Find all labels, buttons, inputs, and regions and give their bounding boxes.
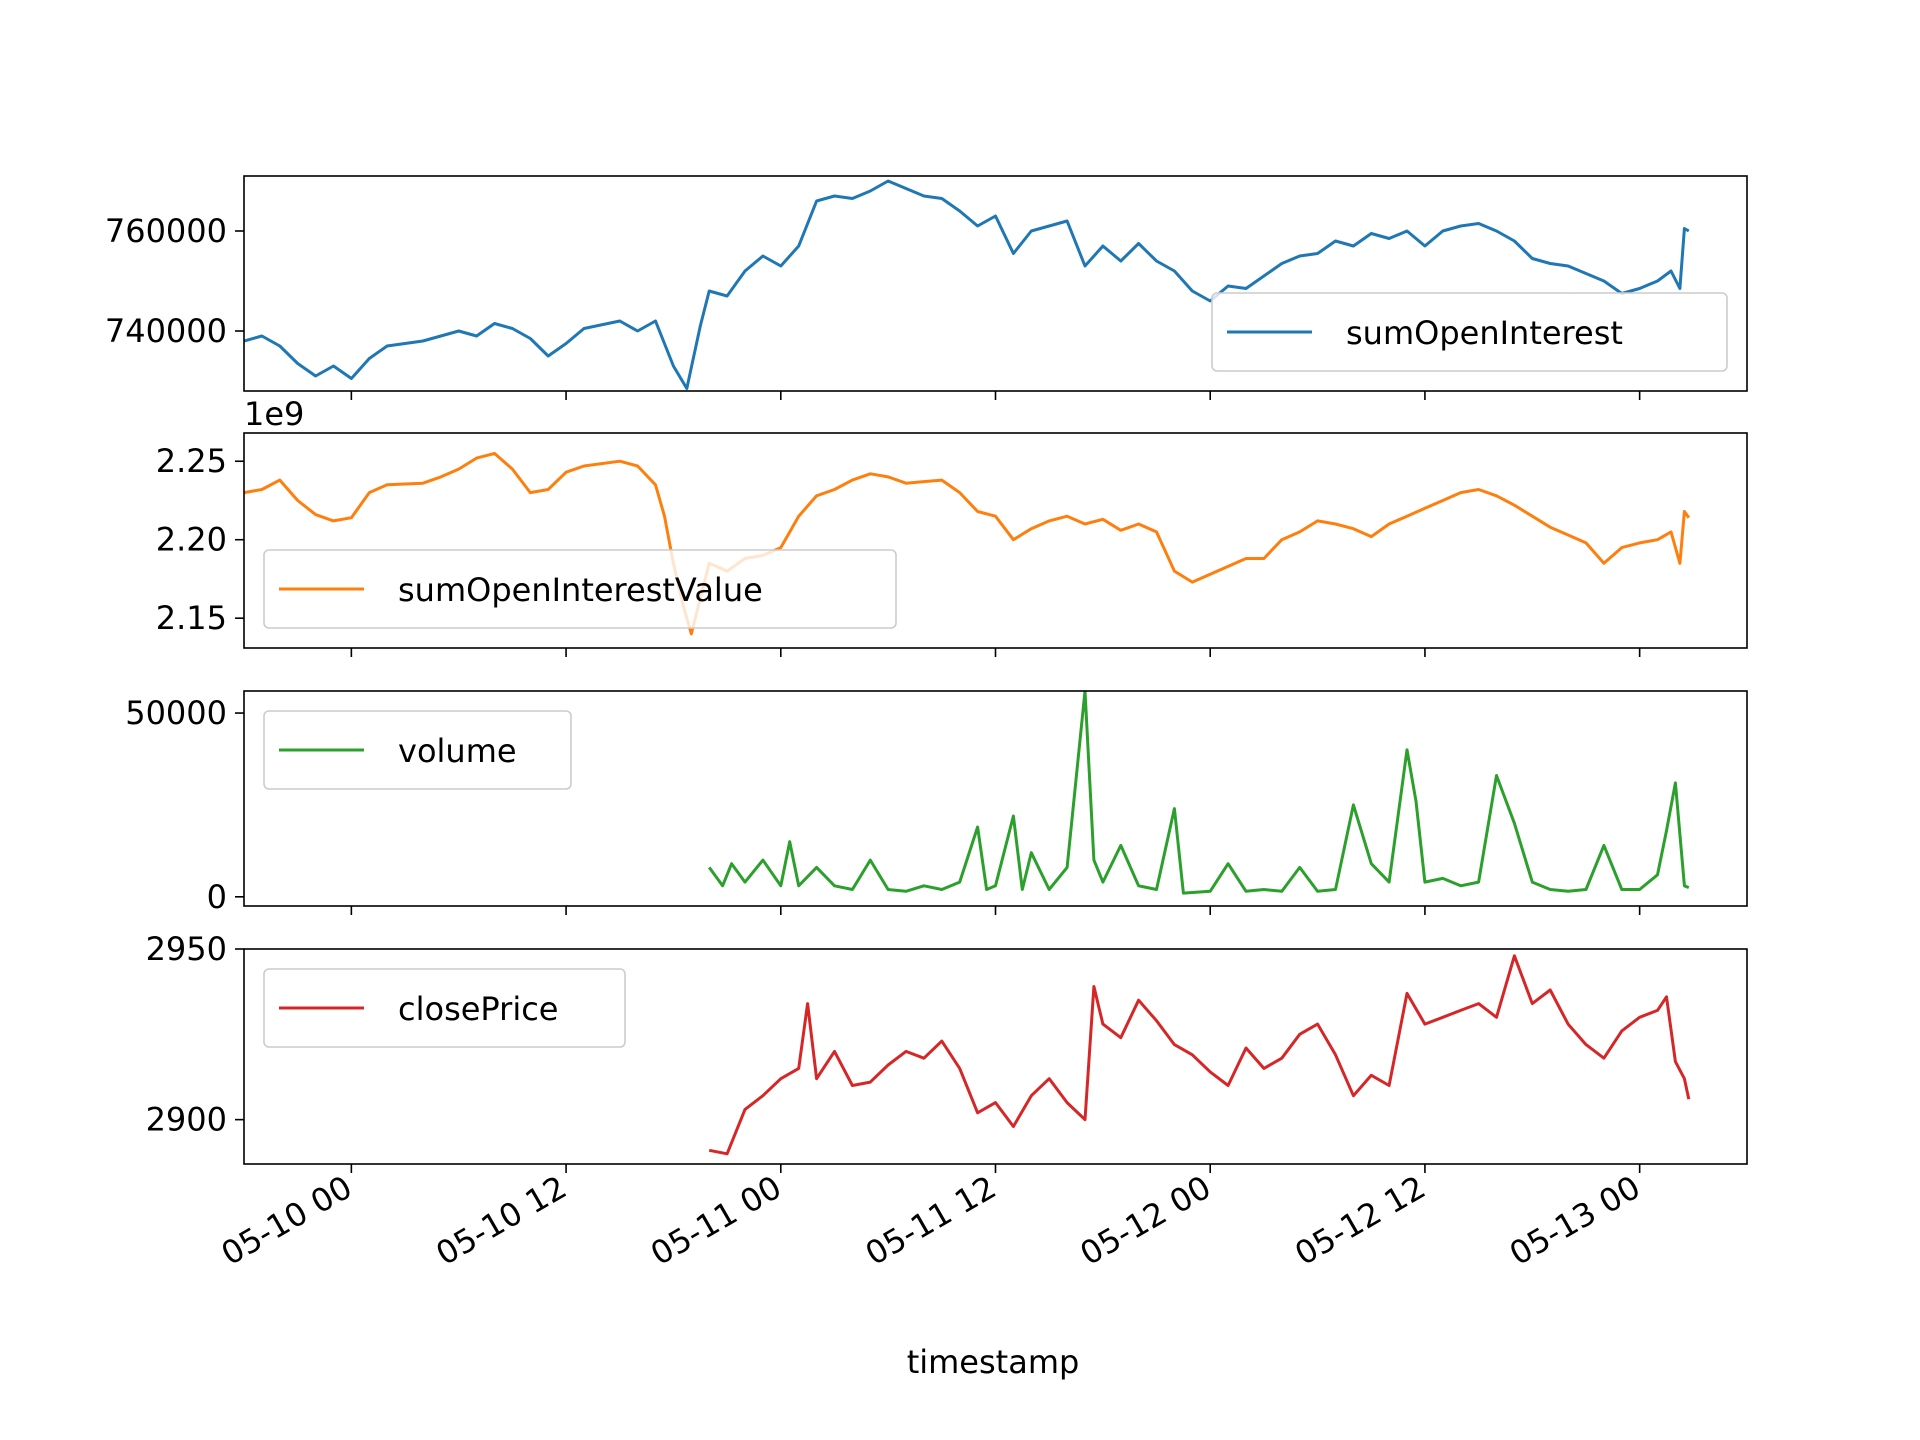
y-tick-label: 0 <box>207 878 227 916</box>
series-line-closePrice <box>708 954 1691 1156</box>
legend-label: sumOpenInterestValue <box>398 571 763 609</box>
legend-box <box>263 549 897 629</box>
y-tick-label: 2.20 <box>156 521 227 559</box>
legend-label: closePrice <box>398 990 558 1028</box>
legend-label: volume <box>398 732 517 770</box>
legend: volume <box>263 710 572 790</box>
legend-box <box>1211 292 1728 372</box>
y-tick-label: 50000 <box>125 694 227 732</box>
series-line-volume <box>707 691 1690 895</box>
legend-label: sumOpenInterest <box>1346 314 1623 352</box>
legend: sumOpenInterest <box>1211 292 1728 372</box>
legend: sumOpenInterestValue <box>263 549 897 629</box>
subplot-sumOpenInterestValue: 2.15 2.20 2.25 1e9 sumOpenInterestValue <box>156 395 1748 657</box>
y-tick-label: 2.15 <box>156 599 227 637</box>
y-offset-label: 1e9 <box>244 395 304 433</box>
y-tick-label: 2900 <box>146 1101 227 1139</box>
subplot-volume: 0 50000 volume <box>125 690 1748 916</box>
legend-box <box>263 710 572 790</box>
x-axis-label: timestamp <box>907 1343 1080 1381</box>
y-tick-label: 2.25 <box>156 442 227 480</box>
subplot-sumOpenInterest: 740000 760000 sumOpenInterest <box>105 175 1748 400</box>
series-line-sumOpenInterest <box>244 179 1690 390</box>
legend: closePrice <box>263 968 626 1048</box>
y-tick-label: 2950 <box>146 930 227 968</box>
y-tick-label: 740000 <box>105 312 227 350</box>
series-line-sumOpenInterestValue <box>244 451 1691 636</box>
y-tick-label: 760000 <box>105 212 227 250</box>
legend-box <box>263 968 626 1048</box>
